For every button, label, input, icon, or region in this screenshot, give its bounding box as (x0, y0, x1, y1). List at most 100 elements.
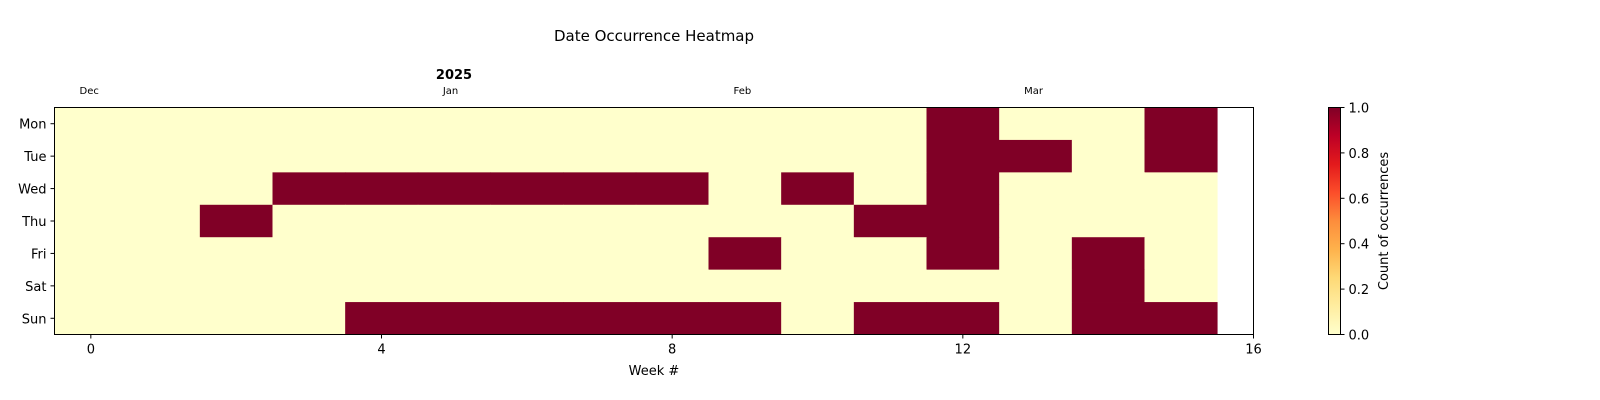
heatmap-cell (563, 172, 637, 206)
heatmap-cell (853, 204, 927, 238)
heatmap-cell (345, 107, 419, 141)
heatmap-cell (199, 204, 273, 238)
heatmap-cell (54, 237, 128, 271)
heatmap-cell (54, 204, 128, 238)
y-tick-label: Thu (21, 215, 46, 230)
heatmap-cell (1071, 139, 1145, 173)
heatmap-cell (708, 204, 782, 238)
heatmap-cell (1071, 302, 1145, 335)
heatmap-cell (563, 237, 637, 271)
heatmap-cell (417, 302, 491, 335)
heatmap-cell (781, 204, 855, 238)
heatmap-cell (999, 237, 1073, 271)
heatmap-cell (708, 269, 782, 303)
heatmap-cell (1144, 269, 1218, 303)
x-tick-label: 12 (955, 343, 972, 358)
heatmap-cell (999, 269, 1073, 303)
heatmap-cell (926, 139, 1000, 173)
x-axis-label: Week # (629, 364, 680, 379)
heatmap-cell (127, 172, 201, 206)
heatmap-cell (417, 237, 491, 271)
heatmap-cell (417, 204, 491, 238)
heatmap-cell (345, 172, 419, 206)
heatmap-cell (490, 139, 564, 173)
heatmap-cell (563, 107, 637, 141)
heatmap-cell (999, 172, 1073, 206)
month-label: Jan (442, 86, 458, 97)
chart-title: Date Occurrence Heatmap (554, 27, 754, 45)
heatmap-cell (54, 302, 128, 335)
heatmap-cell (926, 172, 1000, 206)
heatmap-cell (781, 302, 855, 335)
heatmap-cell (199, 237, 273, 271)
colorbar-ticks: 0.0 0.2 0.4 0.6 0.8 1.0 (1340, 102, 1370, 344)
heatmap-cell (127, 302, 201, 335)
y-tick-label: Sat (25, 280, 46, 295)
heatmap-cell (635, 204, 709, 238)
heatmap-cell (926, 237, 1000, 271)
x-axis: 0 4 8 12 16 (87, 334, 1262, 358)
heatmap-cell (54, 107, 128, 141)
heatmap-cell (127, 237, 201, 271)
heatmap-cell (272, 302, 346, 335)
y-tick-label: Wed (18, 183, 46, 198)
heatmap-cell (1144, 237, 1218, 271)
heatmap-cell (853, 139, 927, 173)
heatmap-cell (926, 107, 1000, 141)
heatmap-cell (635, 302, 709, 335)
month-label: Feb (734, 86, 752, 97)
heatmap-cell (417, 139, 491, 173)
heatmap-cell (127, 107, 201, 141)
heatmap-cell (708, 302, 782, 335)
heatmap-cell (199, 107, 273, 141)
heatmap-cell (127, 269, 201, 303)
heatmap-cell (1144, 139, 1218, 173)
heatmap-cell (853, 237, 927, 271)
heatmap-cell (1071, 172, 1145, 206)
heatmap-cell (635, 269, 709, 303)
x-tick-label: 16 (1245, 343, 1262, 358)
y-axis: Mon Tue Wed Thu Fri Sat Sun (18, 118, 55, 327)
colorbar-tick-label: 0.4 (1349, 238, 1370, 253)
heatmap-cell (272, 204, 346, 238)
heatmap-cell (417, 269, 491, 303)
heatmap-cell (1144, 107, 1218, 141)
heatmap-cell (199, 172, 273, 206)
heatmap-cells (54, 107, 1218, 335)
colorbar-label: Count of occurrences (1377, 152, 1392, 290)
heatmap-cell (345, 269, 419, 303)
heatmap-cell (127, 204, 201, 238)
colorbar-gradient (1328, 107, 1341, 335)
heatmap-cell (490, 269, 564, 303)
heatmap-cell (926, 302, 1000, 335)
heatmap-cell (199, 139, 273, 173)
heatmap-cell (272, 172, 346, 206)
heatmap-cell (1071, 204, 1145, 238)
heatmap-cell (127, 139, 201, 173)
heatmap-cell (781, 237, 855, 271)
heatmap-cell (54, 269, 128, 303)
heatmap-cell (272, 139, 346, 173)
y-tick-label: Mon (19, 118, 46, 133)
heatmap-cell (1144, 204, 1218, 238)
heatmap-cell (708, 139, 782, 173)
heatmap-cell (417, 172, 491, 206)
heatmap-cell (635, 139, 709, 173)
heatmap-cell (853, 107, 927, 141)
heatmap-cell (563, 269, 637, 303)
heatmap-cell (1071, 107, 1145, 141)
heatmap-cell (999, 302, 1073, 335)
heatmap-cell (853, 269, 927, 303)
heatmap-cell (490, 107, 564, 141)
heatmap-cell (781, 139, 855, 173)
heatmap-cell (999, 204, 1073, 238)
y-tick-label: Fri (31, 247, 47, 262)
y-tick-label: Sun (22, 312, 47, 327)
heatmap-cell (708, 107, 782, 141)
heatmap-cell (199, 269, 273, 303)
heatmap-cell (781, 172, 855, 206)
heatmap-cell (54, 172, 128, 206)
heatmap-cell (345, 302, 419, 335)
heatmap-cell (635, 237, 709, 271)
